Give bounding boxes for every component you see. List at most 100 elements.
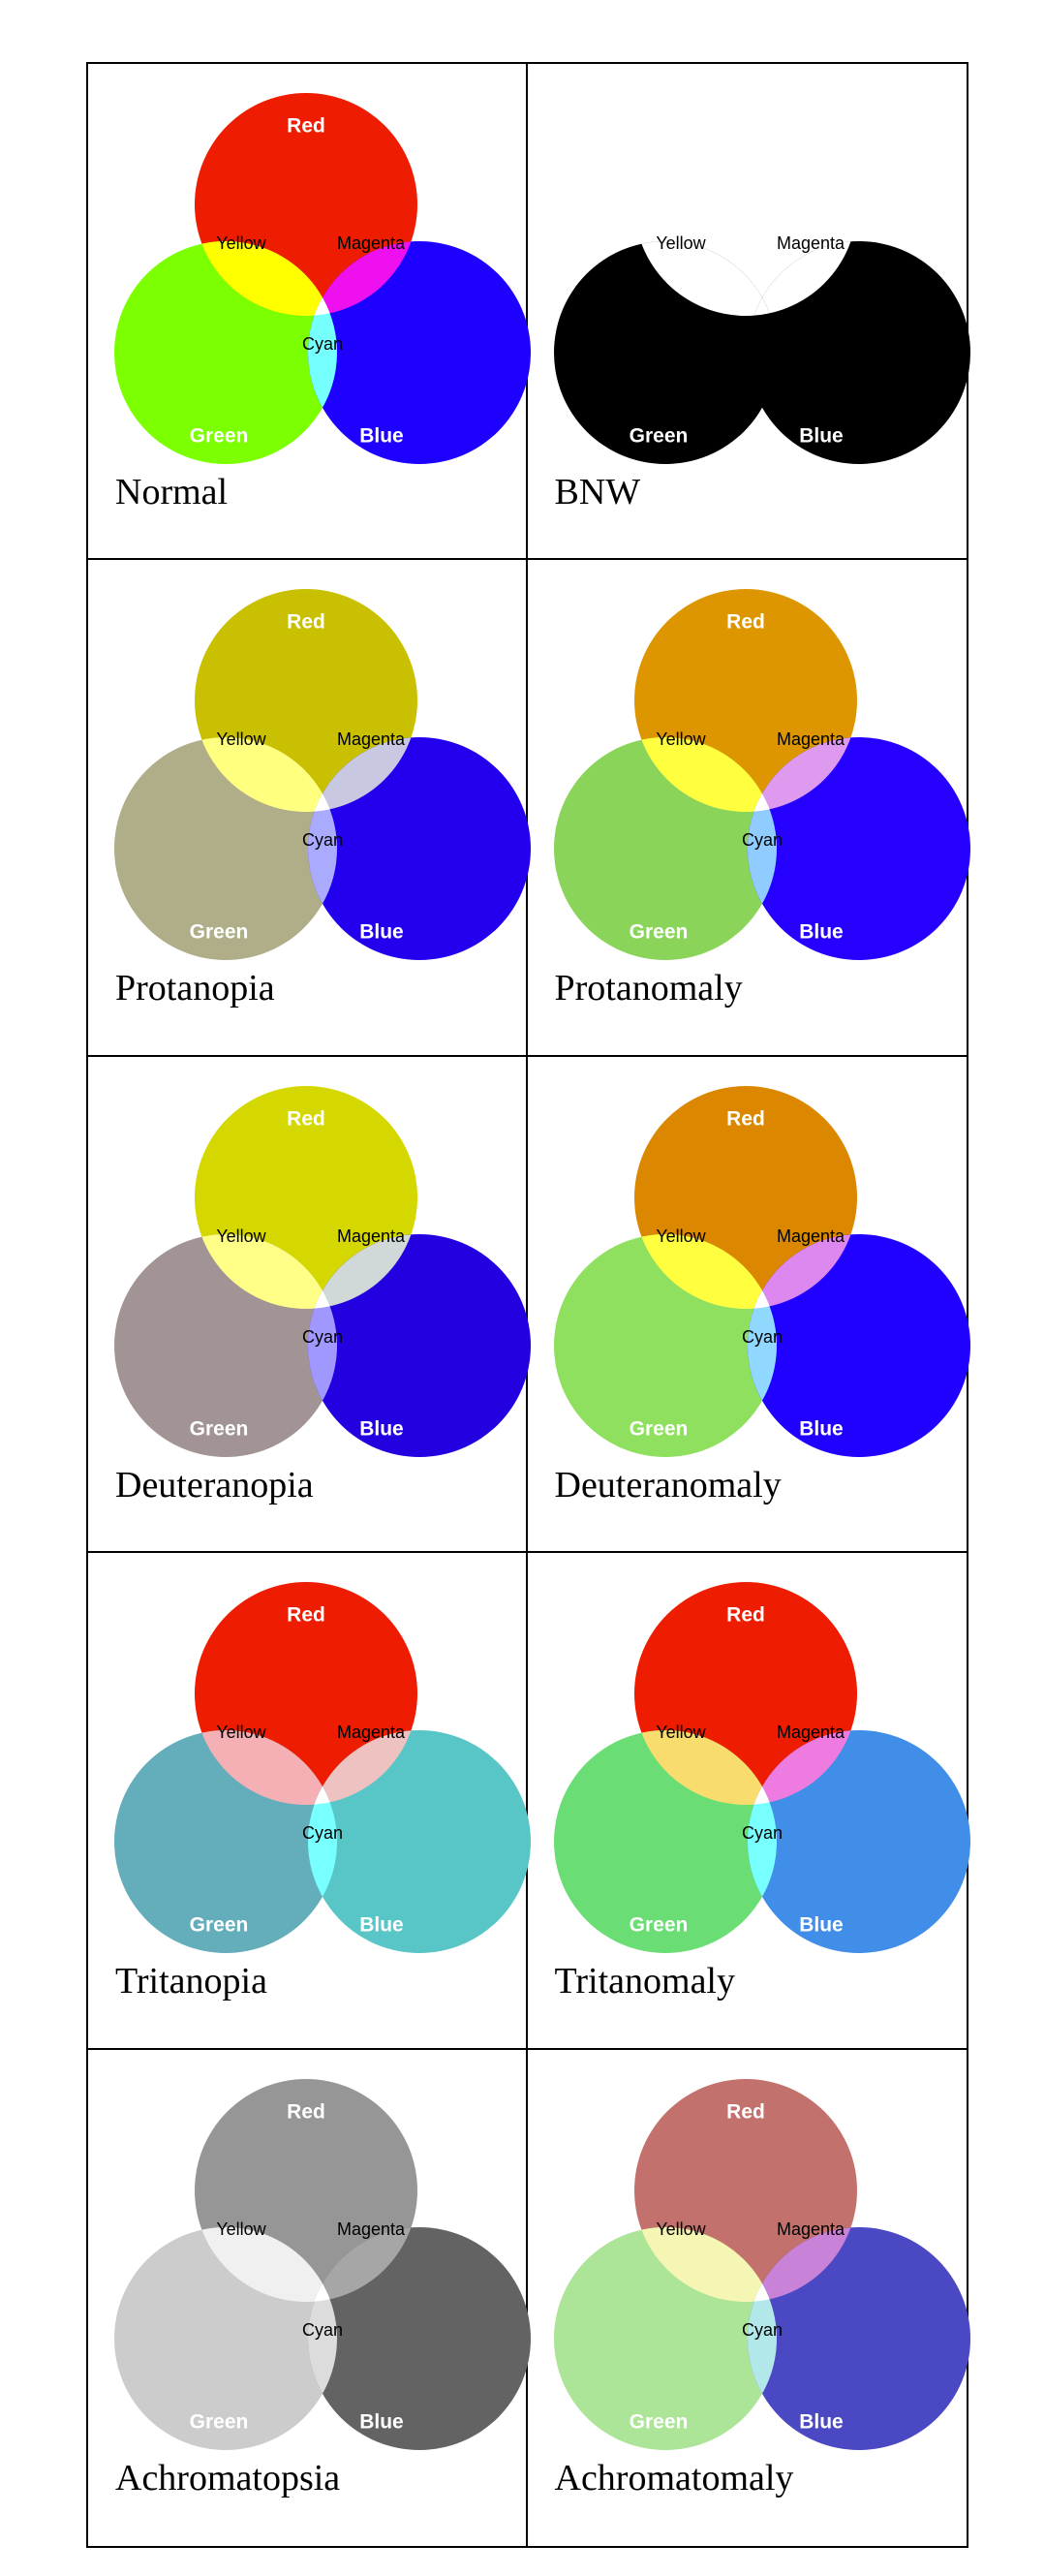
panel-title: Normal [115, 472, 229, 512]
venn-diagram: Red Yellow Magenta Cyan Green Blue [553, 1085, 970, 1457]
label-yellow: Yellow [216, 233, 266, 253]
label-blue: Blue [799, 2410, 844, 2433]
label-green: Green [190, 425, 249, 448]
label-cyan: Cyan [302, 830, 343, 850]
label-green: Green [629, 1417, 688, 1440]
yellow-overlap [633, 737, 777, 813]
yellow-overlap [195, 241, 337, 316]
label-blue: Blue [359, 2410, 404, 2433]
label-red: Red [287, 2100, 325, 2123]
label-magenta: Magenta [337, 233, 406, 253]
label-blue: Blue [799, 1914, 844, 1937]
label-magenta: Magenta [776, 1723, 845, 1742]
yellow-overlap [633, 241, 777, 316]
magenta-overlap [308, 241, 417, 316]
panel-title: Tritanomaly [554, 1961, 736, 2002]
panel-deuteranomaly: Red Yellow Magenta Cyan Green Blue Deuteranom… [527, 1057, 970, 1554]
label-blue: Blue [359, 1417, 404, 1440]
label-magenta: Magenta [337, 729, 406, 749]
label-red: Red [726, 115, 765, 138]
label-cyan: Cyan [302, 334, 343, 354]
label-cyan: Cyan [741, 1823, 782, 1843]
venn-diagram: Red Yellow Magenta Cyan Green Blue [553, 589, 970, 961]
label-red: Red [287, 115, 325, 138]
label-cyan: Cyan [741, 334, 782, 354]
label-magenta: Magenta [776, 1226, 845, 1246]
yellow-overlap [195, 1730, 337, 1806]
panel-title: Tritanopia [115, 1961, 267, 2002]
panel-title: Achromatomaly [554, 2457, 794, 2498]
label-yellow: Yellow [216, 2219, 266, 2238]
label-green: Green [190, 1417, 249, 1440]
panel-achromatopsia: Red Yellow Magenta Cyan Green Blue Achromatop… [88, 2049, 531, 2546]
panel-protanopia: Red Yellow Magenta Cyan Green Blue Protanopia [88, 560, 531, 1057]
label-yellow: Yellow [216, 729, 266, 749]
label-magenta: Magenta [337, 1723, 406, 1742]
yellow-overlap [195, 1233, 337, 1309]
label-magenta: Magenta [337, 2219, 406, 2238]
magenta-overlap [747, 1730, 857, 1806]
label-magenta: Magenta [776, 2219, 845, 2238]
label-yellow: Yellow [656, 1226, 706, 1246]
panel-title: BNW [554, 472, 641, 512]
label-yellow: Yellow [656, 1723, 706, 1742]
panel-tritanopia: Red Yellow Magenta Cyan Green Blue Tritanopia [88, 1553, 531, 2050]
label-cyan: Cyan [302, 1823, 343, 1843]
label-red: Red [726, 1107, 765, 1130]
label-red: Red [726, 1604, 765, 1627]
magenta-overlap [308, 2226, 417, 2302]
label-green: Green [190, 1914, 249, 1937]
yellow-overlap [195, 737, 337, 813]
magenta-overlap [308, 737, 417, 813]
label-blue: Blue [359, 1914, 404, 1937]
panel-title: Protanopia [115, 968, 275, 1009]
label-blue: Blue [359, 921, 404, 944]
label-blue: Blue [799, 921, 844, 944]
label-cyan: Cyan [741, 830, 782, 850]
venn-diagram: Red Yellow Magenta Cyan Green Blue [553, 2078, 970, 2450]
label-red: Red [287, 1107, 325, 1130]
label-green: Green [190, 921, 249, 944]
yellow-overlap [633, 2226, 777, 2302]
magenta-overlap [747, 737, 857, 813]
venn-diagram: Red Yellow Magenta Cyan Green Blue [553, 93, 970, 464]
label-cyan: Cyan [741, 2319, 782, 2339]
panel-tritanomaly: Red Yellow Magenta Cyan Green Blue Tritanomal… [527, 1553, 970, 2050]
venn-diagram: Red Yellow Magenta Cyan Green Blue [114, 1582, 531, 1954]
label-magenta: Magenta [337, 1226, 406, 1246]
yellow-overlap [633, 1233, 777, 1309]
magenta-overlap [747, 1233, 857, 1309]
label-cyan: Cyan [302, 2319, 343, 2339]
panel-title: Deuteranopia [115, 1464, 314, 1505]
magenta-overlap [308, 1730, 417, 1806]
label-magenta: Magenta [776, 729, 845, 749]
magenta-overlap [747, 2226, 857, 2302]
label-red: Red [287, 611, 325, 634]
label-blue: Blue [799, 1417, 844, 1440]
yellow-overlap [195, 2226, 337, 2302]
label-red: Red [726, 611, 765, 634]
label-yellow: Yellow [656, 2219, 706, 2238]
label-green: Green [629, 921, 688, 944]
magenta-overlap [747, 241, 857, 316]
label-blue: Blue [359, 425, 404, 448]
panel-bnw: Red Yellow Magenta Cyan Green Blue BNW [527, 64, 970, 561]
yellow-overlap [633, 1730, 777, 1806]
label-yellow: Yellow [656, 729, 706, 749]
label-magenta: Magenta [776, 233, 845, 253]
panel-normal: Red Yellow Magenta Cyan Green Blue Normal [88, 64, 531, 561]
panel-title: Deuteranomaly [554, 1464, 782, 1505]
venn-diagram: Red Yellow Magenta Cyan Green Blue [114, 2078, 531, 2450]
label-red: Red [287, 1604, 325, 1627]
label-green: Green [629, 2410, 688, 2433]
venn-diagram: Red Yellow Magenta Cyan Green Blue [114, 589, 531, 961]
label-yellow: Yellow [216, 1226, 266, 1246]
label-cyan: Cyan [302, 1327, 343, 1347]
label-yellow: Yellow [216, 1723, 266, 1742]
venn-diagram: Red Yellow Magenta Cyan Green Blue [114, 93, 531, 464]
label-red: Red [726, 2100, 765, 2123]
label-green: Green [629, 425, 688, 448]
label-green: Green [190, 2410, 249, 2433]
panel-achromatomaly: Red Yellow Magenta Cyan Green Blue Achromatom… [528, 2050, 970, 2546]
label-green: Green [629, 1914, 688, 1937]
